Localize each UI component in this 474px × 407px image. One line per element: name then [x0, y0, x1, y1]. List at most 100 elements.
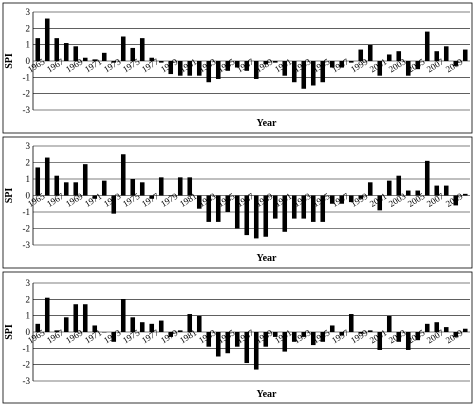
bar-1988	[253, 332, 259, 370]
bar-1992	[291, 332, 297, 342]
bar-1999	[358, 49, 364, 61]
y-tick-label: -2	[23, 224, 31, 234]
bar-1998	[348, 61, 354, 63]
bar-1984	[215, 332, 221, 357]
y-axis-title: SPI	[4, 188, 15, 204]
x-axis-title: Year	[257, 389, 278, 400]
spi-panel-3: -3-2-10123196519671969197119731975197719…	[2, 271, 473, 404]
bar-2007	[434, 322, 440, 332]
y-tick-label: 0	[26, 327, 31, 337]
bar-2000	[367, 44, 373, 61]
bar-2005	[415, 61, 421, 70]
bar-1988	[253, 61, 259, 79]
y-axis-title: SPI	[4, 324, 15, 340]
bar-2002	[386, 54, 392, 61]
bar-1985	[225, 332, 231, 354]
bar-1986	[234, 195, 240, 229]
bar-1977	[149, 57, 155, 61]
bar-1985	[225, 195, 231, 212]
y-tick-label: -1	[23, 343, 31, 353]
bar-1987	[244, 195, 250, 236]
bar-1990	[272, 332, 278, 337]
bar-1980	[177, 330, 183, 332]
bar-1993	[301, 195, 307, 219]
bar-1996	[329, 61, 335, 68]
y-tick-label: 3	[26, 7, 31, 17]
bar-1994	[310, 332, 316, 346]
bar-2006	[424, 323, 430, 332]
bar-1966	[44, 297, 50, 332]
bar-2004	[405, 61, 411, 76]
bar-1975	[130, 47, 136, 61]
bar-1981	[187, 314, 193, 332]
bar-1987	[244, 332, 250, 364]
bar-1978	[158, 320, 164, 332]
y-tick-label: 1	[26, 40, 31, 50]
y-tick-label: 2	[26, 158, 31, 168]
bar-1975	[130, 179, 136, 196]
bar-1999	[358, 332, 364, 334]
bar-1989	[263, 195, 269, 237]
y-tick-label: -3	[23, 105, 31, 115]
bar-1999	[358, 195, 364, 199]
bar-1969	[73, 46, 79, 61]
bar-1970	[82, 57, 88, 61]
bar-1980	[177, 177, 183, 196]
y-tick-label: 1	[26, 174, 31, 184]
bar-1971	[92, 59, 98, 61]
bar-1992	[291, 61, 297, 83]
bar-2003	[396, 175, 402, 196]
bar-1998	[348, 195, 354, 203]
y-tick-label: -1	[23, 207, 31, 217]
x-axis-title: Year	[257, 118, 278, 129]
bar-1993	[301, 332, 307, 337]
bar-2003	[396, 51, 402, 61]
bar-1970	[82, 304, 88, 332]
bar-1982	[196, 315, 202, 332]
bar-2004	[405, 190, 411, 196]
y-tick-label: 3	[26, 141, 31, 151]
bar-1968	[63, 317, 69, 332]
bar-1991	[282, 61, 288, 76]
bar-1978	[158, 61, 164, 63]
bar-1986	[234, 332, 240, 347]
bar-1997	[339, 61, 345, 68]
bar-1981	[187, 177, 193, 196]
bar-1978	[158, 177, 164, 196]
bar-1977	[149, 195, 155, 199]
bar-1968	[63, 43, 69, 61]
y-tick-label: 0	[26, 191, 31, 201]
y-tick-label: -2	[23, 89, 31, 99]
bar-1979	[168, 332, 174, 337]
spi-panel-1: -3-2-10123196519671969197119731975197719…	[2, 2, 473, 134]
bar-1982	[196, 195, 202, 209]
y-tick-label: -3	[23, 240, 31, 250]
bar-1986	[234, 61, 240, 68]
bar-2008	[443, 327, 449, 332]
bar-2007	[434, 51, 440, 61]
bar-1976	[139, 182, 145, 196]
bar-1977	[149, 323, 155, 332]
bar-2000	[367, 330, 373, 332]
bar-2006	[424, 160, 430, 196]
bar-1972	[101, 52, 107, 61]
bar-1965	[35, 323, 41, 332]
bar-1974	[120, 36, 126, 61]
bar-2010	[462, 328, 468, 332]
bar-1998	[348, 314, 354, 332]
bar-1967	[54, 330, 60, 332]
bar-1991	[282, 195, 288, 232]
bar-1972	[101, 180, 107, 196]
bar-1988	[253, 195, 259, 239]
bar-1982	[196, 61, 202, 76]
bar-2008	[443, 46, 449, 61]
bar-1975	[130, 317, 136, 332]
bar-1968	[63, 182, 69, 196]
bar-1969	[73, 304, 79, 332]
bar-1973	[111, 61, 117, 63]
bar-1967	[54, 175, 60, 196]
bar-1966	[44, 157, 50, 196]
bar-1983	[206, 332, 212, 347]
bar-1985	[225, 61, 231, 71]
